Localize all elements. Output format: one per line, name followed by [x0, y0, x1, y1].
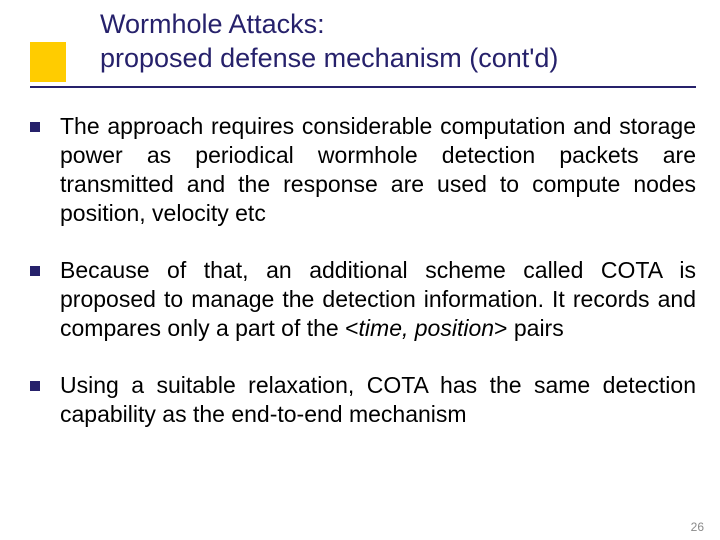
slide-title: Wormhole Attacks: proposed defense mecha… [100, 8, 690, 76]
title-underline [30, 86, 696, 88]
bullet-text-pre: The approach requires considerable compu… [60, 113, 696, 226]
page-number: 26 [691, 520, 704, 534]
bullet-item: Using a suitable relaxation, COTA has th… [30, 371, 696, 429]
title-block: Wormhole Attacks: proposed defense mecha… [30, 8, 690, 86]
bullet-text-italic: time, position [359, 315, 495, 341]
bullet-marker-icon [30, 381, 40, 391]
bullet-text: Because of that, an additional scheme ca… [60, 256, 696, 343]
bullet-marker-icon [30, 122, 40, 132]
slide-body: The approach requires considerable compu… [30, 112, 696, 457]
bullet-text-pre: Using a suitable relaxation, COTA has th… [60, 372, 696, 427]
title-accent-square [30, 42, 66, 82]
slide: Wormhole Attacks: proposed defense mecha… [0, 0, 720, 540]
title-line-2: proposed defense mechanism (cont'd) [100, 43, 558, 73]
bullet-text: The approach requires considerable compu… [60, 112, 696, 228]
bullet-text: Using a suitable relaxation, COTA has th… [60, 371, 696, 429]
bullet-item: The approach requires considerable compu… [30, 112, 696, 228]
title-line-1: Wormhole Attacks: [100, 9, 325, 39]
bullet-item: Because of that, an additional scheme ca… [30, 256, 696, 343]
bullet-text-post: > pairs [494, 315, 564, 341]
bullet-marker-icon [30, 266, 40, 276]
